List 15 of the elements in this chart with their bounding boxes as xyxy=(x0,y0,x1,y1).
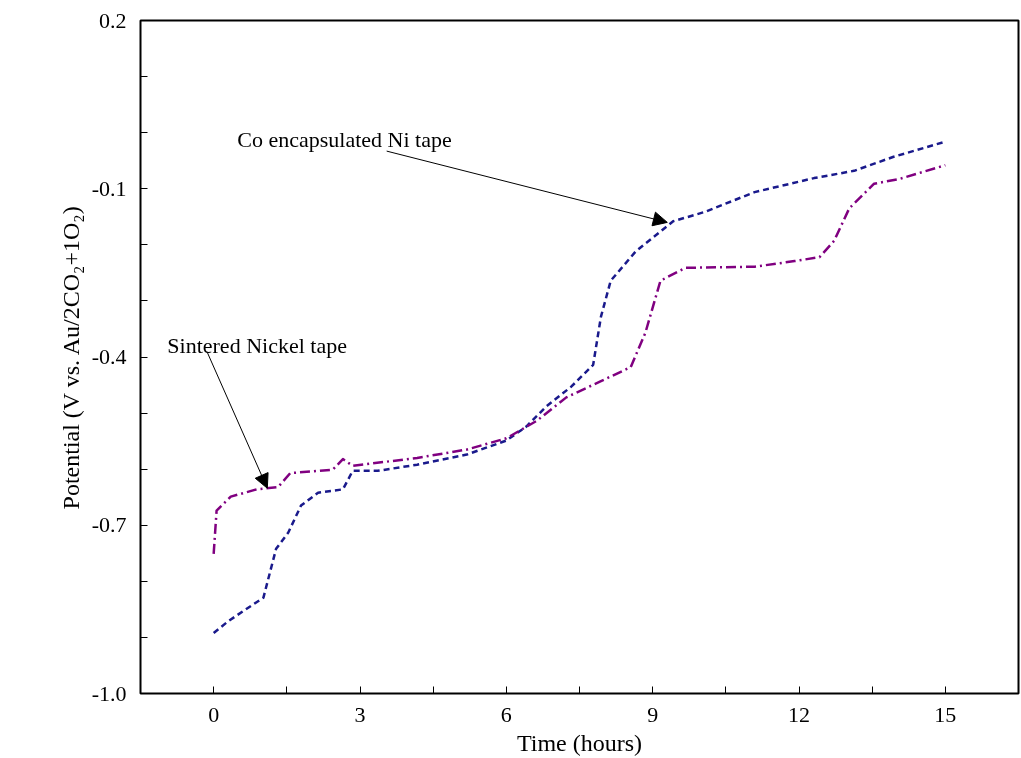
x-tick-label: 12 xyxy=(788,701,810,727)
x-tick-label: 3 xyxy=(354,701,366,727)
y-tick-label: -1.0 xyxy=(91,680,127,706)
x-tick-label: 0 xyxy=(208,701,220,727)
y-axis-title: Potential (V vs. Au/2CO₂+1O₂) xyxy=(57,206,84,510)
annotation: Sintered Nickel tape xyxy=(167,333,347,359)
x-tick-label: 9 xyxy=(647,701,659,727)
x-tick-label: 6 xyxy=(500,701,512,727)
y-tick-label: -0.4 xyxy=(91,344,127,369)
y-tick-label: -0.7 xyxy=(91,512,127,538)
x-tick-label: 15 xyxy=(934,701,957,727)
x-axis-title: Time (hours) xyxy=(516,729,643,756)
y-tick-label: 0.2 xyxy=(99,7,127,33)
y-tick-label: -0.1 xyxy=(91,175,127,201)
annotation: Co encapsulated Ni tape xyxy=(237,127,452,153)
